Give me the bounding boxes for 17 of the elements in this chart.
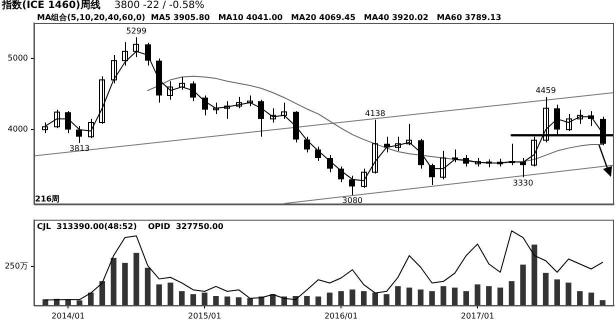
annotation: 5299 <box>126 26 147 36</box>
annotation: 4138 <box>364 108 386 118</box>
y-tick-label: 250万 <box>4 262 28 271</box>
text: MA组合(5,10,20,40,60,0) MA5 3905.80 MA10 4041.00 MA20 4069.45 MA40 3920.02 MA60 3789.13 <box>37 13 502 22</box>
chart-subtitle: 3800 -22 / -0.58% <box>114 0 204 11</box>
annotation: 3080 <box>342 196 363 206</box>
x-tick-label: 2017/01 <box>460 311 494 320</box>
annotation: 3330 <box>512 178 534 188</box>
annotation: CJL 313390.00(48:52) OPID 327750.00 <box>37 222 224 231</box>
annotation: 216周 <box>35 194 60 204</box>
y-tick-label: 5000 <box>8 54 28 63</box>
y-tick-label: 4000 <box>8 124 28 134</box>
annotation: 3813 <box>69 144 90 153</box>
x-tick-label: 2016/01 <box>324 311 358 320</box>
x-tick-label: 2014/01 <box>52 311 85 320</box>
x-tick-label: 2015/01 <box>188 311 222 320</box>
annotation: 4459 <box>536 86 556 96</box>
